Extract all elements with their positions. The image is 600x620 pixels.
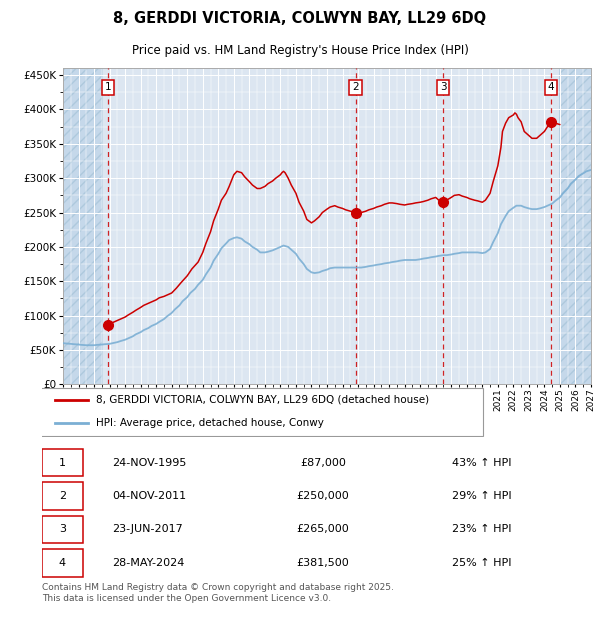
Text: 25% ↑ HPI: 25% ↑ HPI: [452, 558, 512, 568]
Text: 8, GERDDI VICTORIA, COLWYN BAY, LL29 6DQ (detached house): 8, GERDDI VICTORIA, COLWYN BAY, LL29 6DQ…: [96, 395, 430, 405]
Text: Contains HM Land Registry data © Crown copyright and database right 2025.
This d: Contains HM Land Registry data © Crown c…: [42, 583, 394, 603]
FancyBboxPatch shape: [42, 549, 83, 577]
FancyBboxPatch shape: [40, 388, 483, 436]
Bar: [63, 68, 102, 384]
Text: 1: 1: [59, 458, 66, 467]
Text: Price paid vs. HM Land Registry's House Price Index (HPI): Price paid vs. HM Land Registry's House …: [131, 44, 469, 57]
Text: 23-JUN-2017: 23-JUN-2017: [112, 525, 183, 534]
Text: £250,000: £250,000: [296, 491, 349, 501]
Text: HPI: Average price, detached house, Conwy: HPI: Average price, detached house, Conw…: [96, 418, 324, 428]
Text: 8, GERDDI VICTORIA, COLWYN BAY, LL29 6DQ: 8, GERDDI VICTORIA, COLWYN BAY, LL29 6DQ: [113, 11, 487, 25]
Text: 3: 3: [440, 82, 446, 92]
Text: 23% ↑ HPI: 23% ↑ HPI: [452, 525, 512, 534]
Text: 4: 4: [547, 82, 554, 92]
FancyBboxPatch shape: [42, 449, 83, 476]
Text: 2: 2: [352, 82, 359, 92]
Text: £381,500: £381,500: [296, 558, 349, 568]
Text: £265,000: £265,000: [296, 525, 349, 534]
Text: 4: 4: [59, 558, 66, 568]
Text: 2: 2: [59, 491, 66, 501]
FancyBboxPatch shape: [42, 516, 83, 543]
Text: 04-NOV-2011: 04-NOV-2011: [112, 491, 187, 501]
Text: 29% ↑ HPI: 29% ↑ HPI: [452, 491, 512, 501]
FancyBboxPatch shape: [42, 482, 83, 510]
Text: 28-MAY-2024: 28-MAY-2024: [112, 558, 185, 568]
Text: 3: 3: [59, 525, 66, 534]
Bar: [559, 68, 591, 384]
Text: 24-NOV-1995: 24-NOV-1995: [112, 458, 187, 467]
Text: 43% ↑ HPI: 43% ↑ HPI: [452, 458, 512, 467]
Text: 1: 1: [105, 82, 112, 92]
Text: £87,000: £87,000: [300, 458, 346, 467]
